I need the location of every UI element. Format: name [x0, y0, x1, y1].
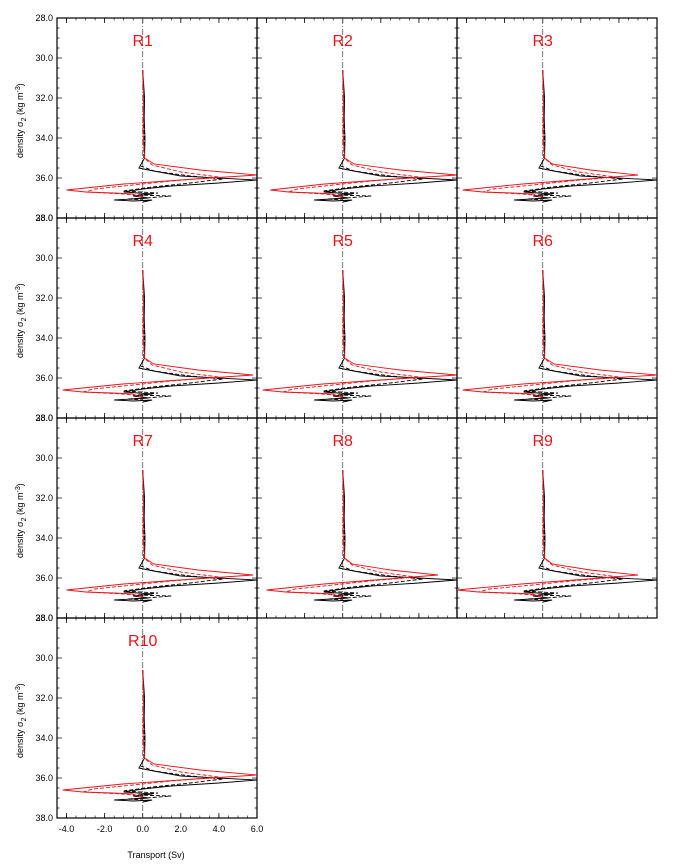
- y-tick-label: 30.0: [35, 53, 53, 63]
- series-line: [323, 269, 423, 401]
- y-axis-label: density σ2 (kg m-3): [15, 83, 28, 158]
- series-line: [114, 69, 258, 203]
- series-line: [123, 469, 223, 601]
- series-line: [456, 469, 639, 599]
- panel-r1: 28.0 30.0 32.0 34.0 36.0 38.0 density σ2 (kg m…: [15, 13, 258, 223]
- panel-r7: 28.0 30.0 32.0 34.0 36.0 38.0 density σ2 (kg m…: [15, 413, 258, 623]
- y-tick-label: 34.0: [35, 333, 53, 343]
- series-line: [514, 269, 658, 403]
- panel-r6: R6: [456, 217, 658, 419]
- series-line: [282, 269, 419, 397]
- x-tick-label: 0.0: [136, 824, 149, 834]
- series-line: [85, 69, 219, 197]
- panel-title: R7: [132, 433, 153, 450]
- y-tick-label: 34.0: [35, 133, 53, 143]
- series-line: [514, 69, 658, 203]
- y-tick-label: 36.0: [35, 773, 53, 783]
- series-line: [82, 269, 219, 397]
- series-line: [66, 469, 254, 599]
- y-tick-label: 38.0: [35, 613, 53, 623]
- x-tick-label: 4.0: [213, 824, 226, 834]
- y-tick-label: 30.0: [35, 453, 53, 463]
- panel-r9: R9: [456, 417, 658, 619]
- y-tick-label: 30.0: [35, 253, 53, 263]
- y-tick-label: 38.0: [35, 813, 53, 823]
- series-line: [123, 669, 223, 801]
- panel-title: R4: [132, 233, 153, 250]
- panel-r10: 28.0 30.0 32.0 34.0 36.0 38.0 density σ2 (kg m…: [15, 613, 263, 834]
- series-line: [123, 269, 223, 401]
- y-tick-label: 32.0: [35, 493, 53, 503]
- series-line: [62, 269, 254, 399]
- x-tick-label: 6.0: [251, 824, 264, 834]
- panel-title: R1: [132, 33, 153, 50]
- panel-r2: R2: [256, 17, 458, 219]
- series-line: [85, 469, 219, 597]
- panel-r3: R3: [456, 17, 658, 219]
- y-tick-label: 28.0: [35, 613, 53, 623]
- series-line: [523, 469, 623, 601]
- y-tick-label: 36.0: [35, 573, 53, 583]
- series-line: [523, 269, 623, 401]
- series-line: [462, 69, 639, 199]
- panel-r8: R8: [256, 417, 458, 619]
- series-line: [82, 669, 219, 797]
- panel-grid: 28.0 30.0 32.0 34.0 36.0 38.0 density σ2 (kg m…: [15, 13, 658, 834]
- y-tick-label: 32.0: [35, 93, 53, 103]
- series-line: [478, 469, 619, 597]
- series-line: [114, 469, 258, 603]
- series-line: [514, 469, 658, 603]
- panel-frame: [456, 417, 658, 619]
- series-line: [314, 69, 458, 203]
- series-line: [314, 269, 458, 403]
- series-line: [123, 69, 223, 201]
- y-tick-label: 38.0: [35, 413, 53, 423]
- series-line: [482, 69, 616, 197]
- series-line: [114, 269, 258, 403]
- x-tick-label: 2.0: [175, 824, 188, 834]
- panel-title: R3: [532, 33, 553, 50]
- panel-title: R9: [532, 433, 553, 450]
- y-tick-label: 32.0: [35, 293, 53, 303]
- series-line: [323, 469, 423, 601]
- panel-r4: 28.0 30.0 32.0 34.0 36.0 38.0 density σ2 (kg m…: [15, 213, 258, 423]
- y-tick-label: 36.0: [35, 173, 53, 183]
- series-line: [285, 469, 416, 597]
- y-axis-label: density σ2 (kg m-3): [15, 683, 28, 758]
- y-tick-label: 38.0: [35, 213, 53, 223]
- x-axis-label: Transport (Sv): [127, 850, 184, 860]
- panel-title: R10: [128, 633, 157, 650]
- panel-title: R6: [532, 233, 553, 250]
- series-line: [266, 469, 439, 599]
- y-tick-label: 36.0: [35, 373, 53, 383]
- y-tick-label: 28.0: [35, 213, 53, 223]
- y-tick-label: 34.0: [35, 533, 53, 543]
- y-tick-label: 28.0: [35, 13, 53, 23]
- y-axis-label: density σ2 (kg m-3): [15, 483, 28, 558]
- series-line: [323, 69, 423, 201]
- series-line: [482, 269, 619, 397]
- panel-title: R2: [332, 33, 353, 50]
- y-tick-label: 30.0: [35, 653, 53, 663]
- series-line: [314, 469, 458, 603]
- series-line: [523, 69, 623, 201]
- x-tick-label: -2.0: [97, 824, 113, 834]
- y-axis-label: density σ2 (kg m-3): [15, 283, 28, 358]
- panel-r5: R5: [256, 217, 458, 419]
- x-tick-label: -4.0: [59, 824, 75, 834]
- y-tick-label: 28.0: [35, 413, 53, 423]
- series-line: [114, 669, 258, 803]
- panel-title: R8: [332, 433, 353, 450]
- y-tick-label: 34.0: [35, 733, 53, 743]
- y-tick-label: 32.0: [35, 693, 53, 703]
- panel-title: R5: [332, 233, 353, 250]
